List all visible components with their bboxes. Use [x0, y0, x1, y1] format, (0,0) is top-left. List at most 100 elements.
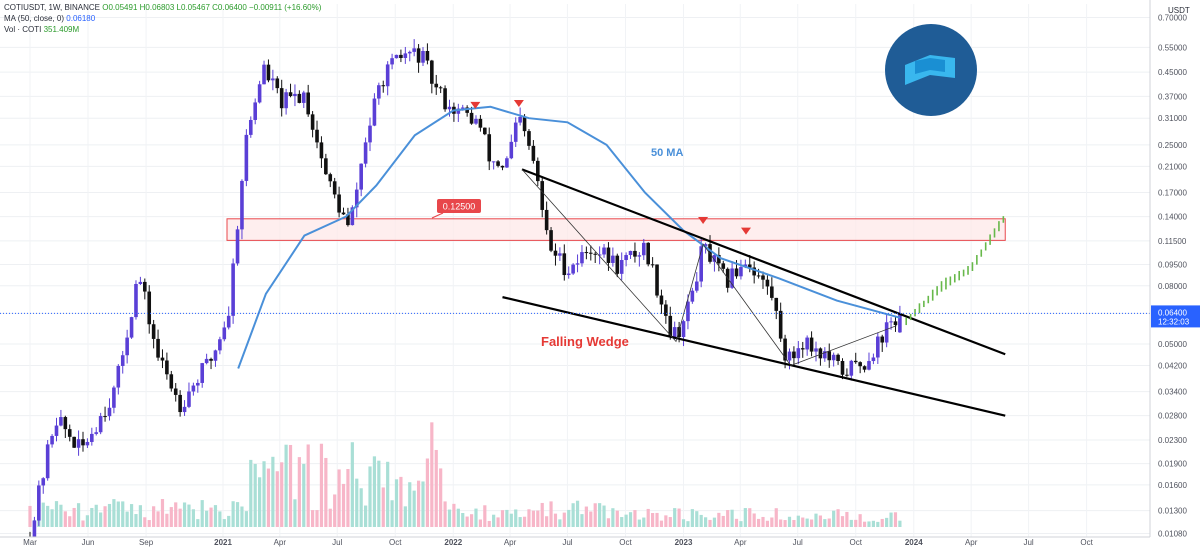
volume-bar: [143, 517, 147, 527]
candle-body: [770, 286, 774, 298]
candle: [818, 347, 823, 366]
volume-bar: [222, 519, 226, 527]
time-tick-label: Jul: [1023, 538, 1033, 547]
volume-bar: [315, 510, 319, 527]
candle-body: [708, 244, 712, 262]
candle: [85, 438, 90, 449]
candle-body: [765, 279, 770, 287]
candle: [434, 74, 439, 95]
symbol-line[interactable]: COTIUSDT, 1W, BINANCE: [4, 3, 101, 12]
candle: [544, 201, 549, 235]
volume-bar: [209, 507, 213, 527]
volume-bar: [213, 505, 218, 527]
candle-body: [593, 253, 598, 255]
volume-bar: [792, 519, 796, 527]
volume-bar: [655, 512, 659, 527]
price-tick-label: 0.02300: [1158, 436, 1187, 445]
candle: [619, 252, 624, 281]
candle: [831, 352, 836, 367]
candle: [884, 314, 889, 348]
volume-bar: [103, 506, 107, 527]
candle: [469, 106, 474, 125]
volume-bar: [496, 517, 500, 527]
volume-bar: [46, 505, 50, 527]
candle-body: [580, 252, 584, 264]
candle: [628, 250, 633, 259]
candle: [204, 353, 209, 365]
volume-bar: [765, 520, 770, 527]
candle: [443, 85, 447, 112]
currency-label[interactable]: USDT: [1168, 6, 1190, 15]
candle-body: [399, 54, 403, 58]
candle: [407, 50, 412, 62]
candle: [359, 163, 363, 197]
candle-body: [293, 93, 297, 97]
time-tick-label: 2023: [675, 538, 693, 547]
candle: [562, 244, 567, 281]
candle: [368, 117, 372, 152]
ma-indicator-info[interactable]: MA (50, close, 0) 0.06180: [4, 14, 95, 24]
candle: [792, 346, 796, 367]
price-tick-label: 0.70000: [1158, 13, 1187, 22]
candle-body: [898, 313, 902, 333]
candle-body: [359, 163, 363, 190]
candle: [67, 424, 72, 442]
volume-bar: [152, 506, 156, 527]
volume-bar: [726, 510, 730, 527]
logo-shape-inner: [915, 58, 945, 74]
candle-body: [213, 350, 218, 361]
price-tick-label: 0.14000: [1158, 213, 1187, 222]
candle-body: [756, 275, 761, 277]
volume-bar: [412, 490, 416, 527]
volume-bar: [743, 508, 747, 527]
candle-body: [257, 84, 262, 103]
candle-body: [553, 250, 558, 256]
candle: [558, 247, 562, 261]
volume-indicator-info[interactable]: Vol · COTI 351.409M: [4, 25, 79, 35]
volume-bar: [465, 516, 469, 527]
candle-body: [447, 106, 452, 110]
volume-bar: [686, 521, 690, 527]
candle-body: [59, 417, 63, 426]
candle: [412, 39, 416, 57]
time-tick-label: Apr: [734, 538, 747, 547]
candle-body: [575, 263, 580, 265]
price-tick-label: 0.37000: [1158, 92, 1187, 101]
candle-body: [659, 295, 664, 305]
volume-bar: [589, 511, 593, 527]
volume-bar: [59, 504, 63, 527]
candle-body: [562, 253, 567, 276]
candle: [45, 439, 50, 481]
volume-bar: [129, 504, 134, 527]
candle: [138, 276, 143, 286]
candle-body: [672, 327, 677, 338]
candle-body: [288, 92, 293, 97]
volume-bar: [474, 508, 478, 527]
candle: [686, 294, 690, 330]
volume-bar: [280, 462, 284, 527]
volume-bar: [871, 520, 875, 527]
volume-bar: [244, 511, 248, 527]
candle-body: [209, 358, 213, 361]
volume-bar: [328, 508, 332, 527]
candle: [231, 258, 235, 324]
candle-body: [549, 230, 553, 251]
candle: [491, 161, 496, 170]
zone-label-arrow: [431, 212, 444, 219]
volume-bar: [717, 512, 721, 527]
candle-body: [496, 161, 500, 166]
candle-body: [805, 337, 809, 350]
candle-body: [474, 118, 478, 124]
volume-bar: [571, 503, 575, 527]
candle-body: [271, 78, 275, 81]
time-tick-label: Oct: [619, 538, 632, 547]
candle-body: [650, 264, 655, 266]
candle: [690, 287, 695, 304]
candle-body: [346, 214, 350, 226]
volume-bar: [478, 519, 483, 527]
candle-body: [518, 116, 522, 123]
